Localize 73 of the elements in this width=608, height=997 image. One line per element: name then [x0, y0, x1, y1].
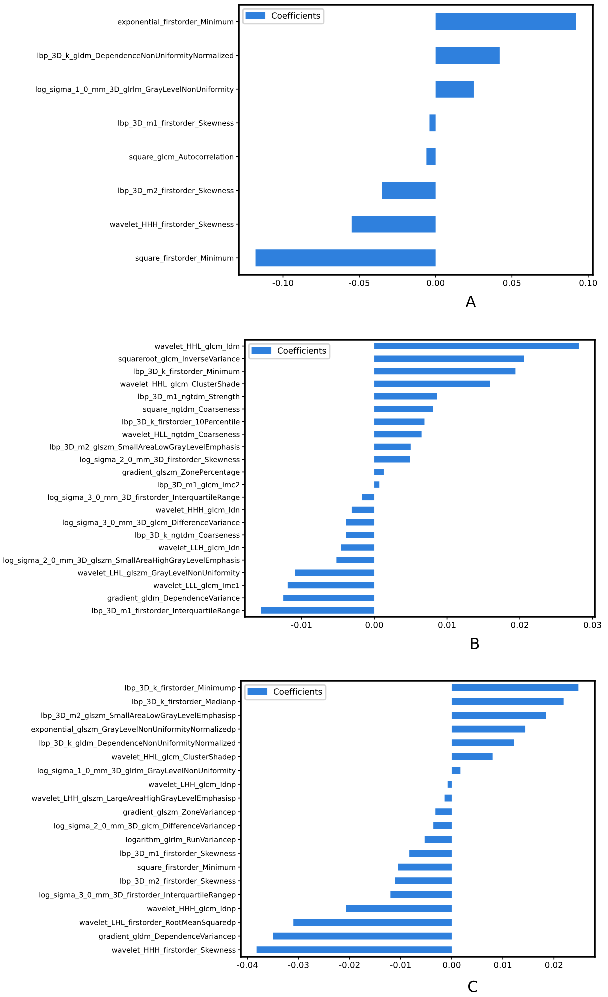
legend-label: Coefficients [278, 348, 326, 354]
x-tick-label: 0.05 [503, 280, 521, 286]
bar [352, 506, 375, 514]
x-tick-label: -0.04 [237, 962, 258, 968]
bar [346, 532, 375, 538]
legend-label: Coefficients [274, 688, 322, 695]
x-tick-label: -0.03 [288, 962, 309, 968]
x-tick-label: 0.03 [584, 622, 602, 628]
bar [452, 684, 579, 692]
bar [374, 444, 411, 450]
x-tick-label: -0.05 [349, 280, 370, 286]
bar [336, 557, 375, 564]
bar [424, 836, 452, 844]
x-tick-label: 0.01 [494, 962, 512, 968]
bar [390, 891, 452, 898]
bar [398, 864, 452, 871]
bar [346, 905, 452, 912]
bar [374, 456, 410, 463]
bar [284, 594, 375, 602]
bar [256, 250, 436, 267]
bar [273, 932, 452, 940]
x-tick-label: 0.00 [366, 622, 384, 628]
bar [374, 482, 380, 488]
bar [374, 394, 438, 400]
bar [374, 469, 384, 476]
bar [436, 47, 500, 64]
bar [426, 148, 436, 166]
bar [452, 712, 546, 719]
text: A [466, 296, 476, 308]
bar [288, 582, 375, 589]
x-tick-label: 0.02 [545, 962, 563, 968]
text: B [471, 638, 480, 650]
bar [374, 380, 490, 388]
bar [374, 431, 422, 438]
bar [430, 114, 436, 132]
bar [410, 850, 452, 857]
bar [362, 494, 375, 501]
bar [352, 216, 436, 233]
bar [452, 726, 526, 733]
x-tick-label: -0.10 [272, 280, 294, 286]
bar [341, 544, 375, 551]
bar [452, 753, 493, 760]
bar [395, 878, 452, 885]
x-tick-label: -0.01 [291, 622, 312, 628]
x-tick-label: -0.02 [339, 962, 360, 968]
bar [452, 767, 461, 774]
bar [436, 80, 474, 98]
bar [436, 13, 576, 30]
bar [382, 182, 436, 200]
x-tick-label: 0.01 [438, 622, 456, 628]
bar [295, 570, 375, 576]
bar [374, 406, 434, 412]
bar [261, 608, 375, 614]
bar [294, 919, 452, 926]
x-tick-label: 0.02 [511, 622, 528, 628]
bar [374, 368, 516, 375]
bar [374, 356, 524, 362]
bar [346, 519, 375, 526]
bar [256, 946, 452, 954]
x-tick-label: 0.10 [580, 280, 598, 286]
x-tick-label: -0.01 [390, 962, 411, 968]
bar [374, 418, 425, 425]
legend-label: Coefficients [272, 12, 320, 19]
bar [444, 794, 452, 802]
x-tick-label: 0.00 [427, 280, 445, 286]
bar [452, 698, 564, 706]
bar [452, 740, 514, 747]
bar [448, 781, 452, 788]
x-tick-label: 0.00 [443, 962, 461, 968]
bar [434, 822, 452, 830]
bar [374, 343, 579, 350]
bar [436, 808, 452, 816]
text: C [468, 980, 478, 992]
